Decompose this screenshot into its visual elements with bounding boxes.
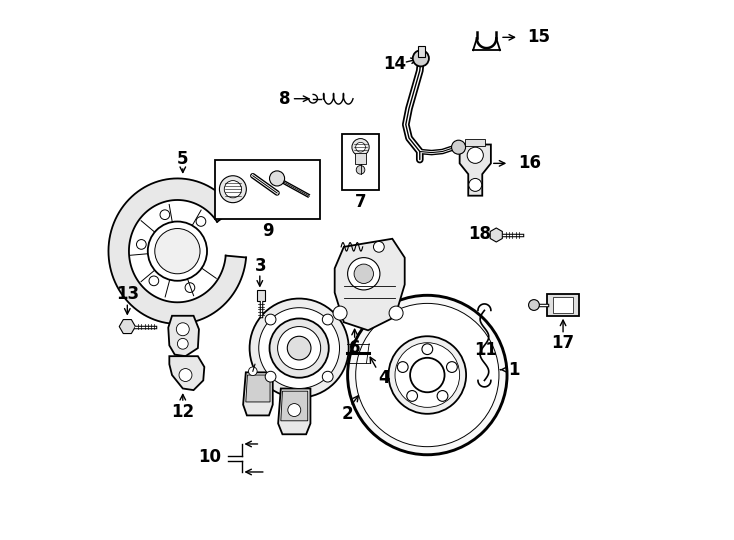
- Polygon shape: [278, 388, 310, 434]
- Circle shape: [467, 147, 484, 164]
- Bar: [257, 291, 265, 301]
- Text: 9: 9: [262, 222, 274, 240]
- Circle shape: [155, 228, 200, 274]
- Circle shape: [149, 276, 159, 286]
- Text: 6: 6: [349, 339, 360, 357]
- Circle shape: [277, 327, 321, 370]
- Circle shape: [185, 283, 195, 293]
- Text: 12: 12: [171, 403, 195, 421]
- Circle shape: [219, 176, 247, 202]
- Circle shape: [137, 240, 146, 249]
- Circle shape: [528, 300, 539, 310]
- Text: 8: 8: [279, 90, 291, 107]
- Polygon shape: [109, 178, 246, 324]
- Polygon shape: [281, 391, 308, 421]
- Polygon shape: [168, 316, 199, 356]
- Circle shape: [374, 241, 384, 252]
- Circle shape: [322, 372, 333, 382]
- Circle shape: [178, 339, 188, 349]
- Polygon shape: [459, 145, 491, 195]
- Text: 18: 18: [468, 225, 492, 243]
- Text: 10: 10: [199, 448, 222, 466]
- Text: 14: 14: [383, 55, 407, 73]
- Circle shape: [395, 343, 459, 407]
- Circle shape: [451, 140, 465, 154]
- Circle shape: [265, 314, 276, 325]
- Circle shape: [422, 344, 433, 355]
- Polygon shape: [490, 228, 502, 242]
- Circle shape: [259, 308, 340, 388]
- Circle shape: [287, 336, 311, 360]
- Text: 3: 3: [255, 257, 266, 275]
- Text: 15: 15: [527, 28, 550, 46]
- Circle shape: [437, 390, 448, 401]
- Bar: [342, 134, 379, 190]
- Circle shape: [446, 362, 457, 373]
- Bar: [215, 160, 320, 219]
- Polygon shape: [170, 356, 204, 390]
- Circle shape: [352, 139, 369, 156]
- Circle shape: [179, 369, 192, 381]
- Text: 4: 4: [379, 369, 390, 387]
- Circle shape: [356, 165, 365, 174]
- Circle shape: [397, 362, 408, 373]
- Circle shape: [413, 50, 429, 66]
- Bar: [418, 46, 425, 57]
- Bar: [355, 153, 366, 165]
- Bar: [553, 297, 573, 313]
- Circle shape: [356, 143, 366, 152]
- Polygon shape: [335, 239, 404, 330]
- Text: 7: 7: [355, 193, 366, 211]
- Circle shape: [250, 299, 349, 397]
- Circle shape: [269, 171, 285, 186]
- Circle shape: [469, 178, 482, 191]
- Circle shape: [148, 221, 207, 281]
- Circle shape: [389, 306, 403, 320]
- Circle shape: [265, 372, 276, 382]
- Circle shape: [288, 403, 301, 416]
- Circle shape: [249, 367, 257, 375]
- Circle shape: [176, 323, 189, 336]
- Polygon shape: [243, 373, 273, 415]
- Circle shape: [356, 303, 499, 447]
- Text: 16: 16: [517, 154, 541, 172]
- Circle shape: [322, 314, 333, 325]
- Polygon shape: [119, 320, 135, 334]
- Text: 1: 1: [508, 361, 520, 379]
- Circle shape: [354, 264, 374, 284]
- Polygon shape: [246, 375, 270, 402]
- Circle shape: [196, 217, 206, 226]
- Circle shape: [388, 336, 466, 414]
- Text: 2: 2: [342, 405, 354, 423]
- Circle shape: [348, 295, 507, 455]
- Circle shape: [348, 258, 380, 290]
- Bar: [465, 139, 485, 146]
- Bar: [548, 294, 578, 316]
- Circle shape: [160, 210, 170, 220]
- Text: 5: 5: [177, 150, 189, 167]
- Text: 17: 17: [551, 334, 575, 352]
- Text: 13: 13: [116, 285, 139, 303]
- Circle shape: [407, 390, 418, 401]
- Circle shape: [410, 358, 445, 392]
- Circle shape: [333, 306, 347, 320]
- Text: 11: 11: [474, 341, 497, 359]
- Circle shape: [269, 319, 329, 377]
- Circle shape: [225, 180, 241, 198]
